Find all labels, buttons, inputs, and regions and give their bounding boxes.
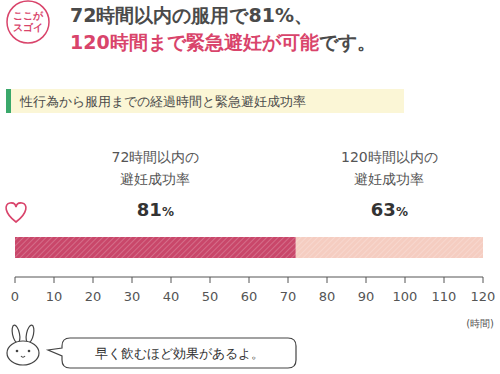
tick-label: 20 xyxy=(85,289,102,304)
tick-label: 60 xyxy=(241,289,258,304)
series-label-line: 避妊成功率 xyxy=(354,171,424,187)
rate-number: 63 xyxy=(371,199,396,220)
x-axis-label: (時間) xyxy=(466,318,494,329)
rate-label: 81% xyxy=(137,199,174,220)
rabbit-mouth xyxy=(21,356,25,357)
tick xyxy=(54,277,55,283)
series-label: 120時間以内の避妊成功率 xyxy=(341,149,438,187)
bar xyxy=(296,237,483,258)
tick-label: 80 xyxy=(319,289,336,304)
chart: ここがスゴイ 72時間以内の服用で81%、 120時間まで緊急避妊が可能です。性行為… xyxy=(0,0,500,374)
tick-label: 120 xyxy=(471,289,496,304)
title-accent xyxy=(6,89,11,113)
tick xyxy=(171,277,172,283)
tick-label: 0 xyxy=(11,289,19,304)
tick xyxy=(327,277,328,283)
rate-number: 81 xyxy=(137,199,162,220)
speech-bubble xyxy=(48,338,296,368)
tick-label: 40 xyxy=(163,289,180,304)
headline: 72時間以内の服用で81%、 xyxy=(70,4,313,26)
bars xyxy=(15,237,483,258)
rabbit-eye xyxy=(28,350,31,353)
rabbit-icon xyxy=(7,324,39,365)
headline: 120時間まで緊急避妊が可能です。 xyxy=(70,31,376,53)
headline-rest: です。 xyxy=(319,31,376,53)
badge-text: ここが xyxy=(13,10,44,21)
bar xyxy=(15,237,296,258)
series-label: 72時間以内の避妊成功率 xyxy=(111,149,199,187)
headline-highlight: 120時間まで緊急避妊が可能 xyxy=(70,31,319,53)
tick-label: 90 xyxy=(358,289,375,304)
tick-label: 10 xyxy=(46,289,63,304)
rate-unit: % xyxy=(162,205,174,219)
rate-unit: % xyxy=(396,205,408,219)
series-label-line: 避妊成功率 xyxy=(120,171,190,187)
rabbit-head xyxy=(7,341,39,365)
tick xyxy=(132,277,133,283)
tick xyxy=(405,277,406,283)
tick xyxy=(15,277,16,283)
rate-label: 63% xyxy=(371,199,408,220)
series-label-line: 72時間以内の xyxy=(111,149,199,165)
tick xyxy=(288,277,289,283)
badge-text: スゴイ xyxy=(13,22,43,33)
badge-circle xyxy=(7,1,49,43)
series-label-line: 120時間以内の xyxy=(341,149,438,165)
tick xyxy=(483,277,484,283)
title: 性行為から服用までの経過時間と緊急避妊成功率 xyxy=(19,94,306,109)
tick xyxy=(210,277,211,283)
tick-label: 70 xyxy=(280,289,297,304)
tick xyxy=(444,277,445,283)
tick xyxy=(249,277,250,283)
tick-label: 110 xyxy=(432,289,457,304)
tick xyxy=(366,277,367,283)
tick xyxy=(93,277,94,283)
tick-label: 50 xyxy=(202,289,219,304)
tick-label: 30 xyxy=(124,289,141,304)
tick-label: 100 xyxy=(393,289,418,304)
heart-icon xyxy=(6,203,26,222)
title-band xyxy=(6,89,404,113)
note: 早く飲むほど効果があるよ。 xyxy=(95,346,264,361)
rabbit-eye xyxy=(16,350,19,353)
